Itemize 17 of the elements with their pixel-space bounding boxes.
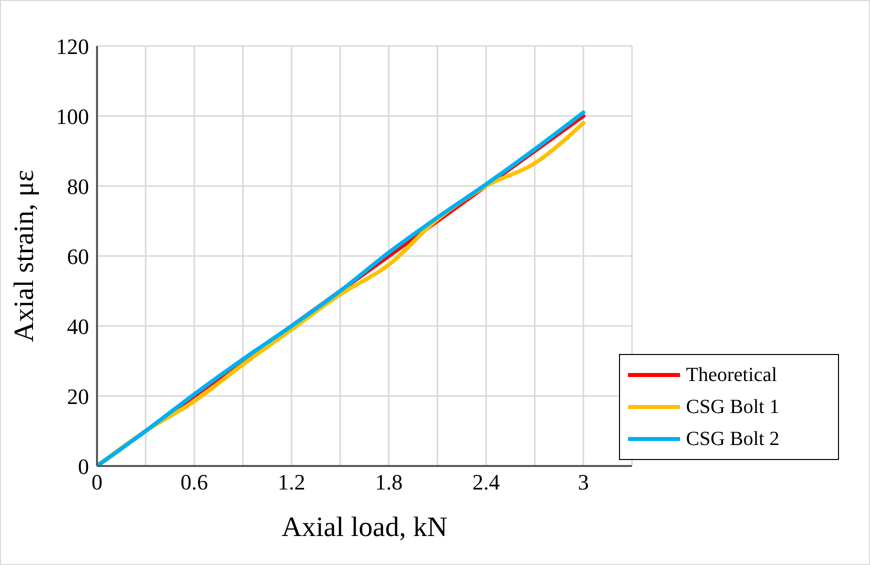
- x-tick-label: 3: [578, 470, 589, 495]
- y-tick-label: 60: [67, 244, 89, 269]
- x-tick-label: 1.2: [278, 470, 306, 495]
- x-axis-title: Axial load, kN: [282, 512, 448, 543]
- y-tick-label: 20: [67, 384, 89, 409]
- y-tick-label: 40: [67, 314, 89, 339]
- legend-label: CSG Bolt 2: [686, 428, 780, 450]
- legend-label: CSG Bolt 1: [686, 396, 780, 418]
- y-tick-label: 80: [67, 174, 89, 199]
- y-axis-title: Axial strain, με: [8, 170, 40, 342]
- y-tick-label: 100: [56, 104, 89, 129]
- x-tick-label: 0.6: [180, 470, 208, 495]
- y-tick-label: 120: [56, 34, 89, 59]
- x-tick-label: 2.4: [472, 470, 500, 495]
- y-tick-label: 0: [78, 454, 89, 479]
- x-tick-label: 1.8: [375, 470, 403, 495]
- legend-label: Theoretical: [686, 364, 778, 386]
